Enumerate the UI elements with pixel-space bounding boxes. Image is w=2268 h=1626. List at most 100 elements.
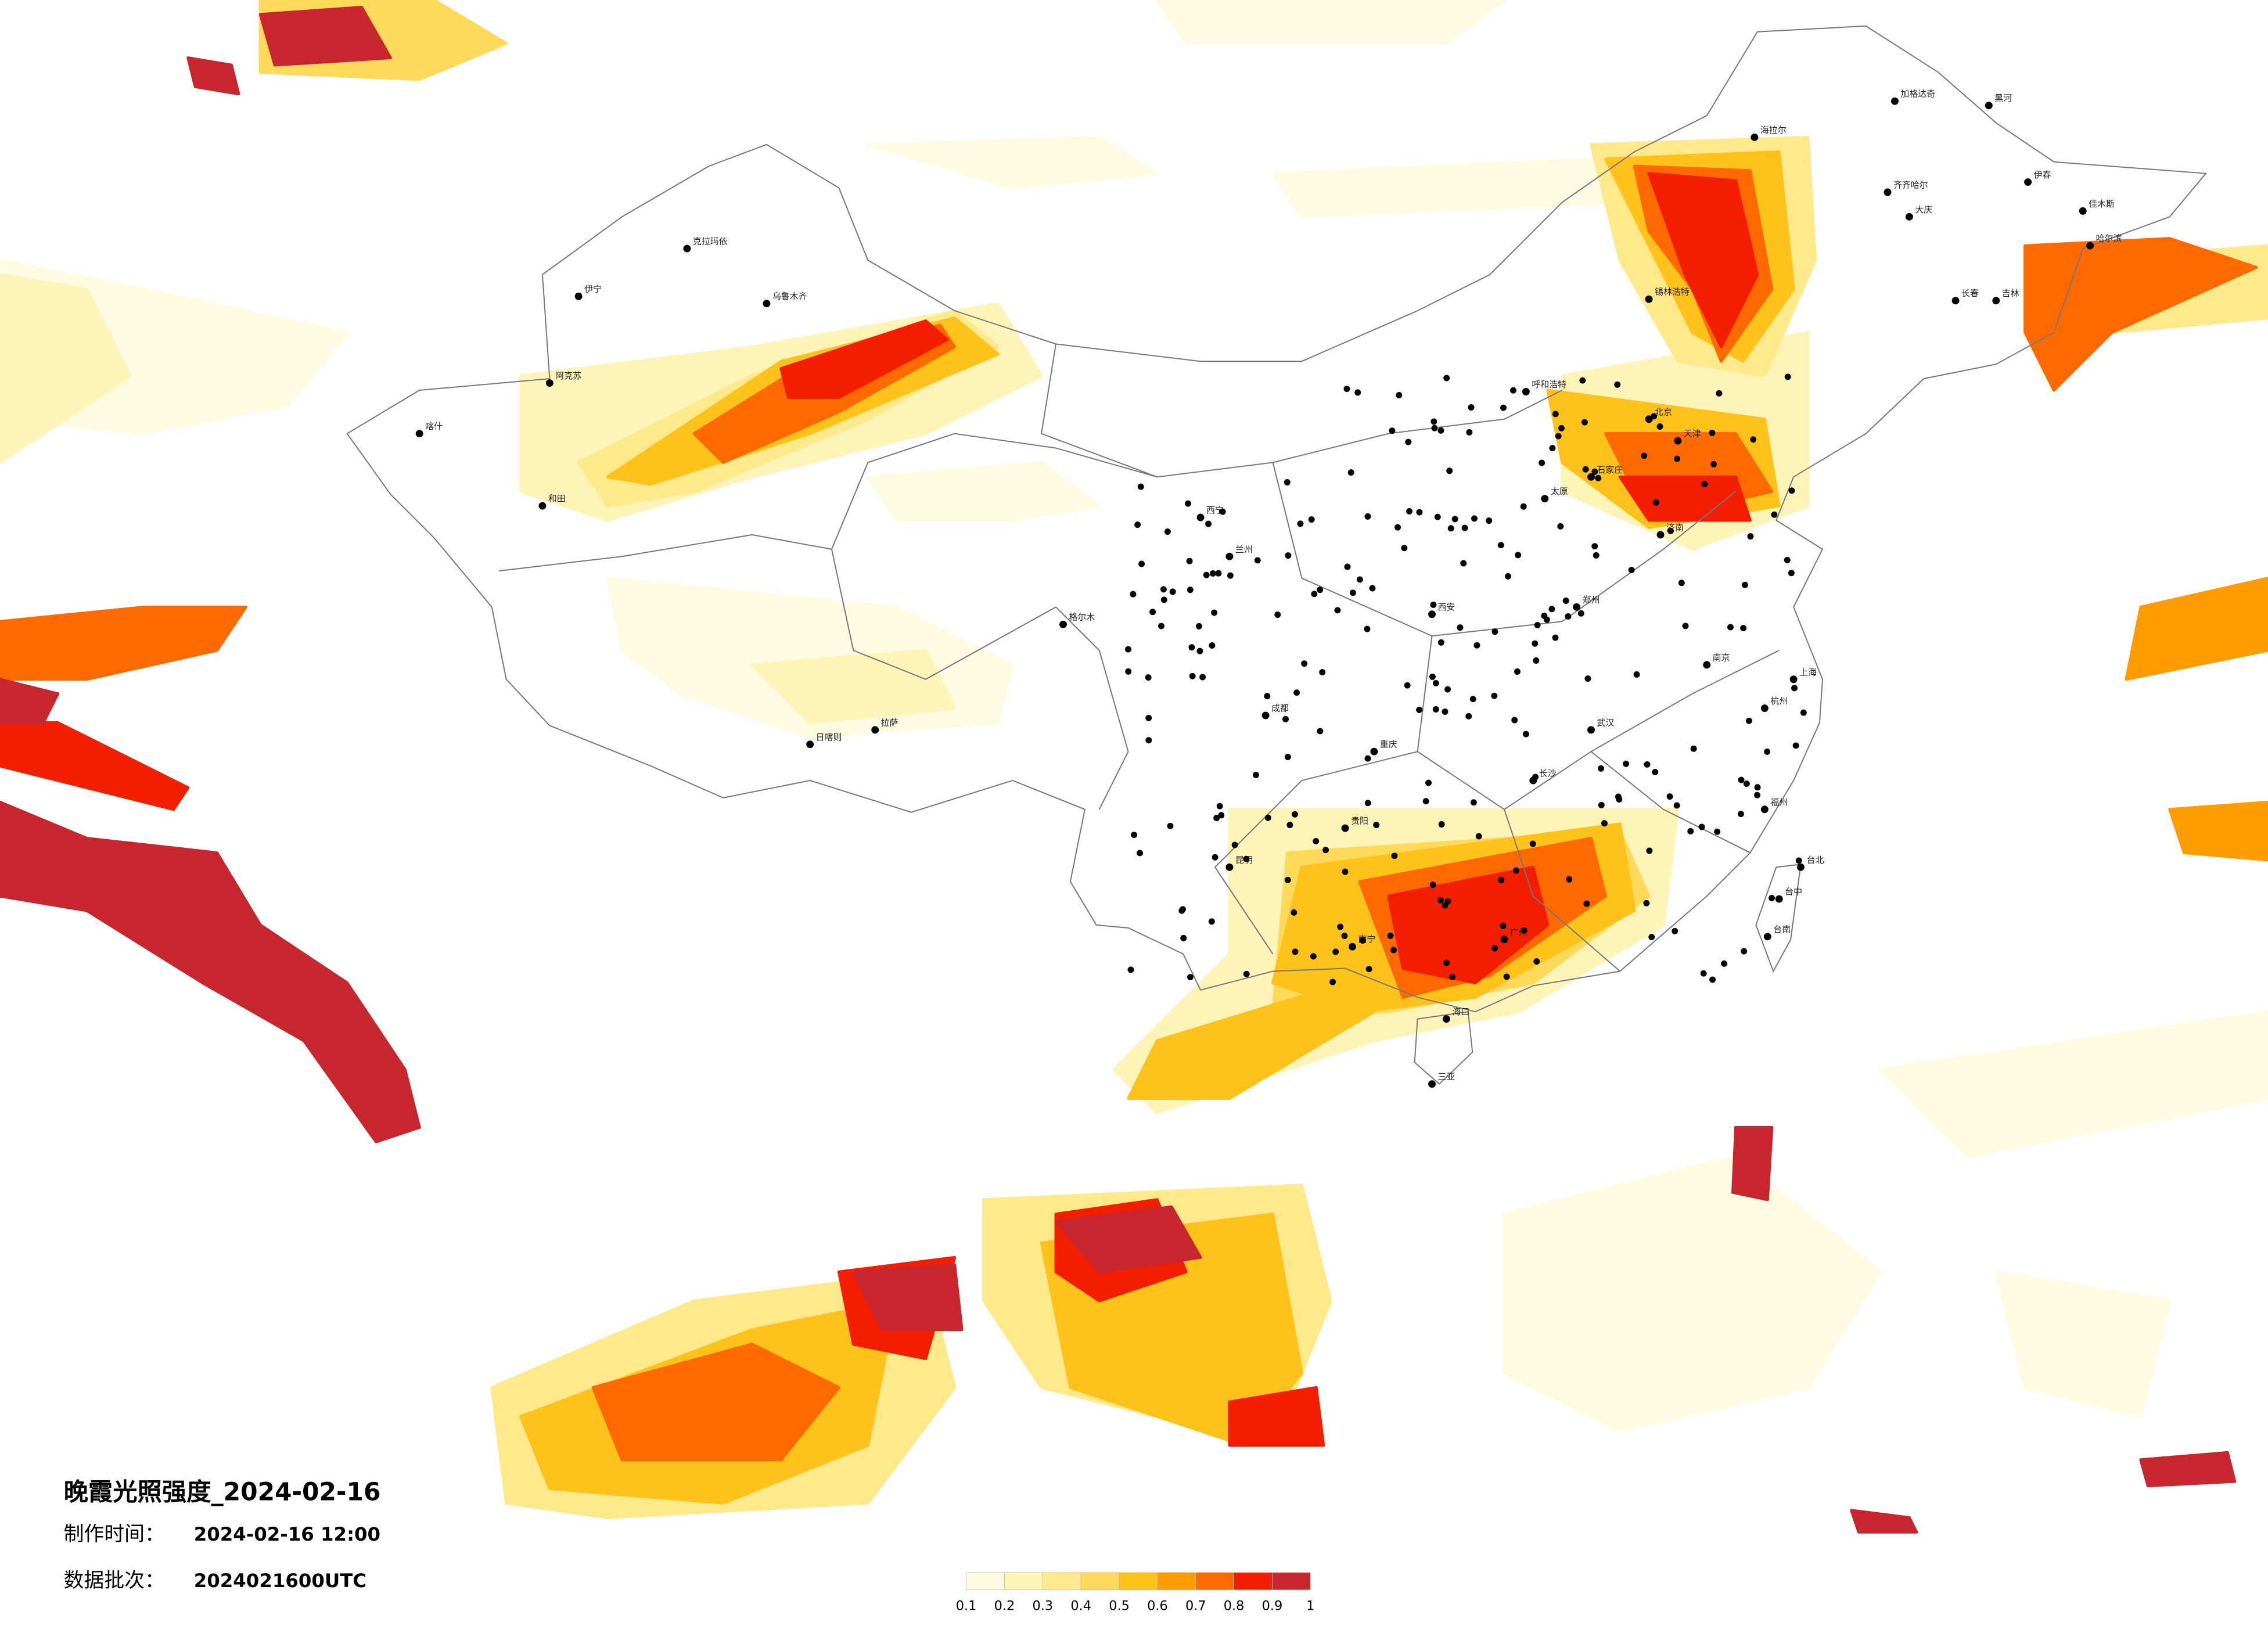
station-dot (1743, 780, 1750, 787)
colorbar-tick-label: 0.3 (1033, 1599, 1054, 1614)
station-dot (1308, 516, 1315, 523)
station-dot (1565, 613, 1572, 620)
station-dot (1687, 828, 1694, 834)
station-dot (1243, 855, 1250, 862)
station-dot (1364, 513, 1371, 520)
station-dot (1539, 459, 1545, 466)
station-dot (1178, 907, 1185, 914)
city-label: 和田 (548, 494, 566, 504)
station-dot (1515, 552, 1522, 559)
colorbar-swatch (1042, 1572, 1081, 1591)
map-title: 晚霞光照强度_2024-02-16 (64, 1477, 381, 1506)
station-dot (1189, 672, 1196, 679)
station-dot (1552, 634, 1559, 641)
station-dot (1737, 811, 1744, 818)
colorbar-tick-label: 0.8 (1224, 1599, 1245, 1614)
station-dot (1652, 769, 1659, 776)
station-dot (1701, 481, 1708, 488)
station-dot (1354, 389, 1361, 396)
station-dot (1451, 516, 1458, 523)
station-dot (1430, 418, 1437, 425)
station-dot (1285, 552, 1292, 559)
station-dot (1293, 689, 1300, 696)
station-dot (1125, 668, 1132, 675)
city-dot (2024, 178, 2032, 186)
station-dot (1243, 970, 1250, 977)
city-dot (1500, 936, 1508, 944)
intensity-patch (1155, 0, 1506, 45)
city-label: 齐齐哈尔 (1893, 180, 1928, 190)
station-dot (1180, 934, 1187, 941)
station-dot (1164, 528, 1171, 535)
intensity-patch (1850, 1509, 1918, 1534)
colorbar-tick-label: 0.2 (994, 1599, 1015, 1614)
station-dot (1446, 467, 1453, 474)
station-dot (1160, 586, 1167, 593)
city-label: 福州 (1770, 797, 1788, 807)
city-label: 成都 (1271, 703, 1289, 714)
station-dot (1319, 669, 1326, 676)
station-dot (1211, 609, 1218, 616)
station-dot (1461, 524, 1468, 531)
station-dot (1486, 517, 1493, 524)
city-label: 三亚 (1437, 1071, 1455, 1082)
city-dot (1703, 661, 1711, 669)
city-label: 西宁 (1206, 505, 1224, 516)
station-dot (1468, 404, 1475, 411)
station-dot (1359, 937, 1366, 944)
station-dot (1284, 479, 1291, 485)
station-dot (1317, 728, 1324, 735)
station-dot (1311, 591, 1318, 598)
city-dot (1059, 620, 1067, 628)
city-dot (1341, 824, 1349, 832)
station-dot (1449, 974, 1456, 980)
city-dot (415, 430, 423, 438)
station-dot (1672, 927, 1678, 934)
station-dot (1514, 668, 1521, 675)
intensity-patch (591, 1343, 840, 1462)
city-dot (1905, 213, 1913, 221)
station-dot (1709, 976, 1716, 983)
city-dot (545, 379, 553, 387)
city-dot (1674, 437, 1682, 445)
station-dot (1644, 761, 1651, 768)
intensity-patch (1618, 475, 1752, 522)
station-dot (1297, 520, 1304, 527)
colorbar-swatch (1195, 1572, 1234, 1591)
intensity-patch (2168, 800, 2268, 862)
station-dot (1188, 644, 1195, 651)
station-dot (1583, 900, 1590, 907)
city-label: 伊春 (2034, 170, 2051, 180)
station-dot (1364, 800, 1371, 807)
station-dot (1313, 838, 1320, 844)
station-dot (1137, 850, 1144, 857)
station-dot (1788, 570, 1795, 577)
city-label: 西安 (1437, 602, 1455, 612)
intensity-patch (0, 678, 60, 724)
station-dot (1714, 828, 1721, 835)
station-dot (1469, 696, 1476, 703)
city-label: 拉萨 (881, 717, 898, 728)
city-dot (1789, 675, 1798, 684)
colorbar-swatch (1119, 1572, 1158, 1591)
station-dot (1471, 515, 1478, 522)
intensity-patch (0, 605, 247, 681)
station-dot (1209, 642, 1216, 649)
intensity-field (0, 0, 2268, 1534)
station-dot (1364, 625, 1371, 632)
station-dot (1721, 960, 1728, 967)
station-dot (1284, 876, 1291, 883)
colorbar: 0.1 0.2 0.3 0.4 0.5 0.6 0.7 0.8 0.9 1 (956, 1572, 1314, 1614)
intensity-patch (779, 319, 949, 399)
colorbar-swatch (966, 1572, 1005, 1591)
station-dot (1342, 868, 1349, 875)
intensity-patch (1647, 172, 1759, 348)
station-dot (1509, 387, 1516, 394)
city-label: 大庆 (1915, 204, 1932, 215)
station-dot (1291, 811, 1298, 818)
colorbar-tick-label: 1 (1306, 1599, 1314, 1614)
station-dot (1167, 822, 1174, 829)
station-dot (1740, 625, 1747, 632)
station-dot (1557, 523, 1564, 530)
station-dot (1764, 748, 1771, 755)
